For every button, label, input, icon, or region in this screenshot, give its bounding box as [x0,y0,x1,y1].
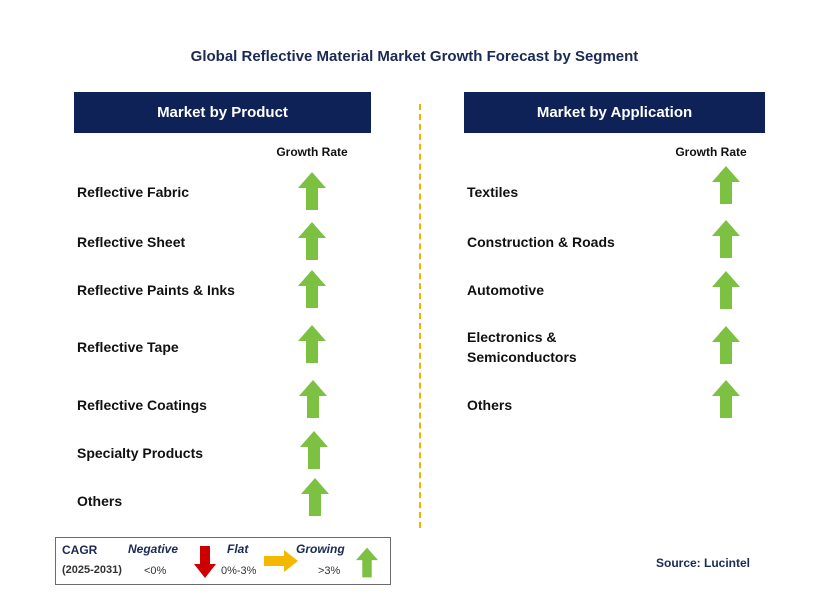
legend-negative-label: Negative [128,542,179,556]
product-header-label: Market by Product [157,104,288,121]
product-header: Market by Product [74,92,371,133]
up-arrow-icon [356,547,378,578]
legend-period: (2025-2031) [62,564,122,576]
chart-title: Global Reflective Material Market Growth… [190,48,639,65]
application-item-label-line2: Semiconductors [467,349,577,365]
legend-growing-label: Growing [296,542,345,556]
legend-growing-range: >3% [318,565,341,577]
up-arrow-icon [301,478,329,516]
legend-negative-range: <0% [144,565,167,577]
application-item-label: Electronics & [467,329,557,345]
up-arrow-icon [300,431,328,469]
legend-flat-range: 0%-3% [221,565,257,577]
legend-cagr-label: CAGR [62,543,98,557]
product-growth-rate-label: Growth Rate [276,145,348,159]
up-arrow-icon [712,380,740,418]
up-arrow-icon [712,220,740,258]
source-note: Source: Lucintel [655,556,750,570]
up-arrow-icon [712,166,740,204]
product-item-label: Reflective Tape [77,339,179,355]
application-item-label: Others [467,397,513,413]
panel-divider [419,104,421,528]
application-header-label: Market by Application [536,104,693,121]
up-arrow-icon [299,380,327,418]
up-arrow-icon [298,325,326,363]
cagr-legend: CAGR (2025-2031) Negative <0% Flat 0%-3%… [55,537,391,585]
product-item-label: Others [77,493,123,509]
product-item-label: Specialty Products [77,445,204,461]
application-item-label: Textiles [467,184,519,200]
legend-flat-label: Flat [227,542,249,556]
right-arrow-icon [264,550,298,572]
product-item-label: Reflective Coatings [77,397,207,413]
up-arrow-icon [298,270,326,308]
application-header: Market by Application [464,92,765,133]
application-growth-rate-label: Growth Rate [675,145,747,159]
product-item-label: Reflective Fabric [77,184,190,200]
down-arrow-icon [194,546,216,578]
up-arrow-icon [298,222,326,260]
application-item-label: Automotive [467,282,544,298]
application-item-label: Construction & Roads [467,234,615,250]
product-item-label: Reflective Paints & Inks [77,282,235,298]
up-arrow-icon [298,172,326,210]
product-item-label: Reflective Sheet [77,234,186,250]
up-arrow-icon [712,326,740,364]
up-arrow-icon [712,271,740,309]
